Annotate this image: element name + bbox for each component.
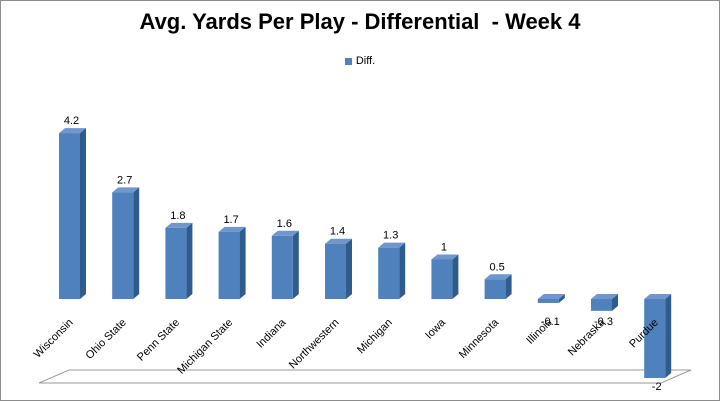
bar-top (112, 187, 140, 193)
x-tick-label: Minnesota (457, 316, 502, 361)
chart-title: Avg. Yards Per Play - Differential - Wee… (139, 9, 581, 34)
bar-front (165, 227, 187, 299)
x-tick-label: Penn State (135, 317, 182, 364)
bar-indiana (271, 230, 299, 299)
x-tick-label: Michigan (355, 317, 395, 357)
bar-front (271, 235, 293, 299)
bar-top (431, 254, 459, 260)
bar-side (665, 294, 672, 378)
bar-iowa (431, 254, 459, 299)
bar-side (346, 238, 352, 299)
bar-side (612, 294, 618, 311)
value-label: 1.4 (330, 226, 345, 238)
bar-side (239, 226, 246, 299)
bar-top (218, 226, 246, 232)
bar-front (484, 279, 506, 299)
bar-michigan (378, 242, 406, 299)
value-label: 1.3 (383, 230, 398, 242)
value-label: 1.6 (277, 218, 292, 230)
legend-swatch (344, 57, 352, 65)
bar-front (644, 299, 666, 378)
x-tick-label: Michigan State (175, 317, 235, 377)
bar-side (558, 294, 565, 303)
bar-side (186, 222, 193, 299)
bar-front (325, 243, 346, 299)
value-label: 1.8 (170, 210, 185, 222)
bar-side (399, 242, 406, 299)
bar-front (591, 299, 612, 311)
x-tick-label: Nebraska (566, 316, 608, 358)
bar-front (59, 133, 80, 299)
value-label: 1 (441, 242, 447, 254)
legend: Diff. (1, 55, 719, 67)
value-label: -0.3 (594, 316, 613, 328)
value-label: 2.7 (117, 174, 132, 186)
bar-front (378, 247, 400, 299)
bar-front (112, 192, 134, 299)
bar-top (591, 294, 618, 299)
bar-top (271, 230, 299, 236)
bar-side (133, 187, 140, 299)
bar-top (537, 294, 565, 299)
bar-illinois (537, 294, 565, 303)
value-label: 0.5 (489, 261, 504, 273)
bar-purdue (644, 294, 672, 378)
x-tick-label: Northwestern (287, 317, 342, 372)
value-label: -2 (652, 381, 662, 393)
chart-floor (38, 369, 692, 384)
bar-front (431, 259, 453, 299)
bar-top (484, 274, 512, 280)
bar-top (165, 222, 193, 228)
bar-side (292, 230, 299, 299)
x-tick-label: Iowa (423, 316, 449, 342)
bar-side (80, 128, 86, 299)
bar-front (218, 231, 240, 299)
bar-michigan-state (218, 226, 246, 299)
bar-side (505, 274, 512, 299)
x-tick-label: Ohio State (84, 317, 129, 362)
value-label: 1.7 (223, 214, 238, 226)
bar-front (537, 299, 559, 303)
value-label: -0.1 (541, 316, 560, 328)
value-label: 4.2 (64, 115, 79, 127)
bar-nebraska (591, 294, 618, 311)
x-tick-label: Wisconsin (32, 317, 76, 361)
bar-ohio-state (112, 187, 140, 299)
legend-label: Diff. (355, 55, 376, 68)
bar-top (378, 242, 406, 248)
bar-side (452, 254, 459, 299)
bar-northwestern (325, 238, 352, 299)
bar-top (644, 294, 672, 299)
x-tick-label: Indiana (254, 316, 289, 351)
bar-minnesota (484, 274, 512, 299)
bar-top (59, 128, 86, 134)
bar-wisconsin (59, 128, 86, 299)
bar-penn-state (165, 222, 193, 299)
bar-top (325, 238, 352, 244)
